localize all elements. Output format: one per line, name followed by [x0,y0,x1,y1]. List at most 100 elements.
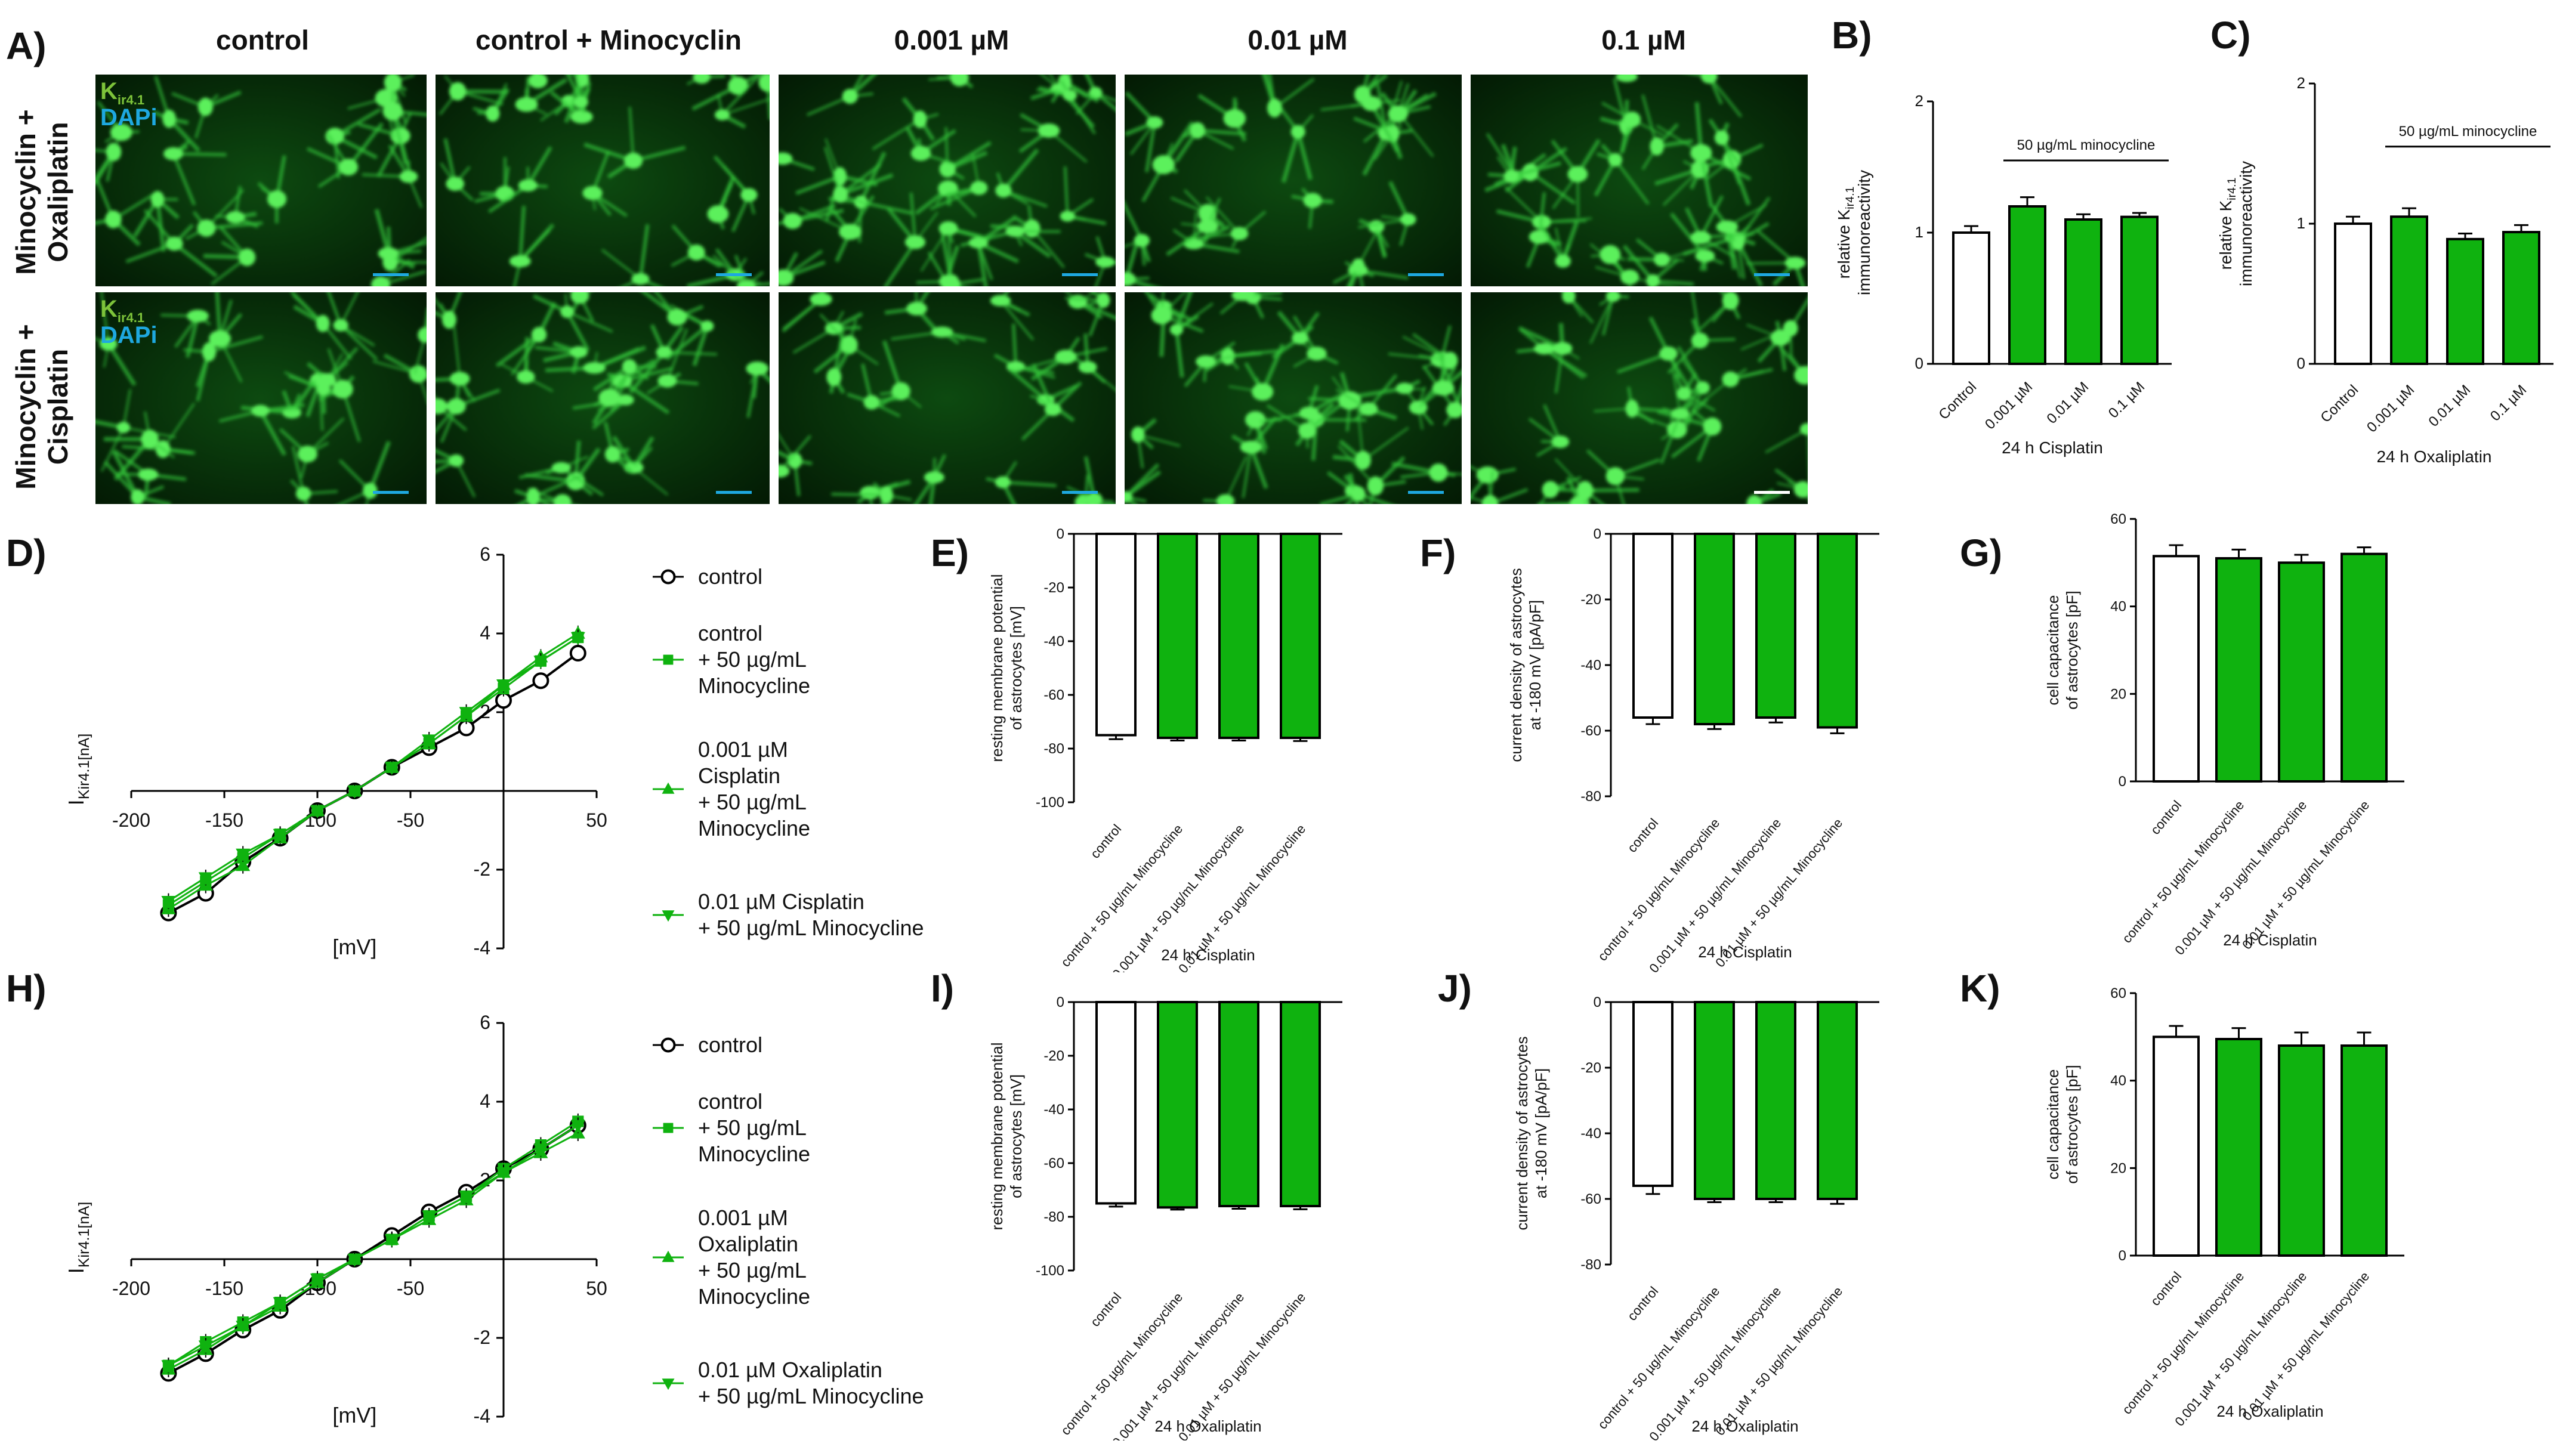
series-line [168,636,579,902]
x-tick-label: control + 50 µg/mL Minocycline [1595,815,1722,964]
micrograph-image [436,75,770,286]
bar [2120,215,2159,365]
micrograph-image [1471,292,1808,504]
row-header-cisplatin: Minocyclin + Cisplatin [10,324,73,490]
y-tick-label: -4 [474,937,490,959]
x-tick-label: control [1625,815,1662,855]
legend-entry-3: 0.01 µM Cisplatin + 50 µg/mL Minocycline [698,889,924,940]
micrograph-image [1125,75,1462,286]
x-axis-title: 24 h Cisplatin [2002,438,2103,457]
y-tick-label: 4 [480,1090,490,1112]
micrograph-r0-c0: Kir4.1 DAPi [95,75,427,286]
y-tick-label: -100 [1036,1263,1064,1279]
y-tick-label: -4 [474,1405,490,1427]
x-axis-title: 24 h Cisplatin [1698,943,1792,961]
stain-label-dapi: DAPi [100,104,158,131]
legend-symbol [653,569,684,585]
bar [1632,1001,1673,1187]
column-header-0-001: 0.001 µM [894,24,1009,55]
data-point-triangle-down [236,1321,251,1334]
column-header-control-minocyclin: control + Minocyclin [475,24,742,55]
y-tick-label: -40 [1580,1126,1601,1142]
micrograph-r1-c2 [779,292,1116,504]
bar [2340,1044,2388,1257]
data-point-triangle-down [662,910,675,922]
scale-bar [1754,273,1790,276]
y-axis-title: IKir4.1[nA] [64,734,92,806]
annotation-text: 50 µg/mL minocycline [2399,123,2537,140]
x-axis-title: [mV] [332,935,376,959]
data-point-triangle-down [198,1340,213,1353]
x-tick-label: -150 [205,809,243,831]
x-tick-label: control [1625,1284,1662,1324]
y-tick-label: -80 [1043,741,1064,757]
legend-symbol [653,1378,684,1390]
y-tick-label: 0 [1594,526,1601,542]
micrograph-image [779,292,1116,504]
data-point-circle [660,569,676,585]
y-axis-title-line2: immunoreactivity [1855,170,1873,295]
data-point-triangle-down [161,896,176,909]
y-tick-label: -2 [474,1327,490,1348]
legend-entry-2: 0.001 µM Oxaliplatin + 50 µg/mL Minocycl… [698,1205,811,1309]
y-tick-label: 20 [2110,1160,2126,1176]
data-point-triangle-down [662,1378,675,1390]
y-axis-title: cell capacitanceof astrocytes [pF] [2044,591,2081,709]
bar [2153,1035,2200,1257]
x-axis-title: 24 h Oxaliplatin [1691,1417,1798,1435]
x-axis-title: 24 h Oxaliplatin [1154,1417,1261,1435]
x-tick-label: -150 [205,1278,243,1299]
bar [1280,533,1321,739]
y-tick-label: 60 [2110,511,2126,527]
legend-entry-0: control [698,564,763,589]
micrograph-r0-c1 [436,75,770,286]
bar [1817,533,1858,729]
panel-label-b: B) [1832,14,1872,57]
data-point-circle [569,645,586,661]
legend-symbol [653,1250,684,1262]
y-tick-label: -20 [1043,1048,1064,1064]
bar [1218,533,1259,739]
data-point-triangle-down [161,1360,176,1373]
y-tick-label: 20 [2110,686,2126,702]
bar [2390,215,2428,365]
data-point-triangle-down [198,872,213,885]
x-axis-title: 24 h Cisplatin [1161,946,1255,964]
y-tick-label: 1 [1915,223,1923,241]
panel-label-j: J) [1438,967,1472,1010]
micrograph-r1-c0: Kir4.1 DAPi [95,292,427,504]
stain-label-kir41: Kir4.1 [100,296,145,325]
micrograph-r1-c1 [436,292,770,504]
column-header-0-01: 0.01 µM [1248,24,1348,55]
y-tick-label: -20 [1580,1060,1601,1076]
bar [1694,1001,1735,1200]
scale-bar [1408,491,1444,494]
data-point-triangle-down [422,734,437,747]
y-tick-label: 2 [2297,74,2305,92]
micrograph-r0-c3 [1125,75,1462,286]
micrograph-r1-c3 [1125,292,1462,504]
data-point-triangle [662,782,675,794]
x-axis-title: [mV] [332,1403,376,1427]
y-axis-title: resting membrane potentialof astrocytes … [988,574,1025,762]
legend-symbol [653,910,684,922]
panel-label-f: F) [1420,531,1456,574]
x-tick-label: 0.1 µM [2105,379,2148,421]
y-tick-label: -60 [1043,1155,1064,1171]
bar [1694,533,1735,725]
legend-symbol [653,654,684,665]
x-tick-label: 0.001 µM [1982,379,2036,432]
x-tick-label: -200 [112,1278,150,1299]
data-point-triangle-down [570,632,585,645]
bar [1157,1001,1198,1209]
x-tick-label: 0.001 µM [2364,382,2417,435]
scale-bar [1062,273,1098,276]
data-point-square [663,1123,674,1133]
bar [1218,1001,1259,1207]
data-point-triangle-down [273,1297,288,1310]
y-tick-label: 6 [480,1012,490,1033]
y-tick-label: 40 [2110,1073,2126,1089]
